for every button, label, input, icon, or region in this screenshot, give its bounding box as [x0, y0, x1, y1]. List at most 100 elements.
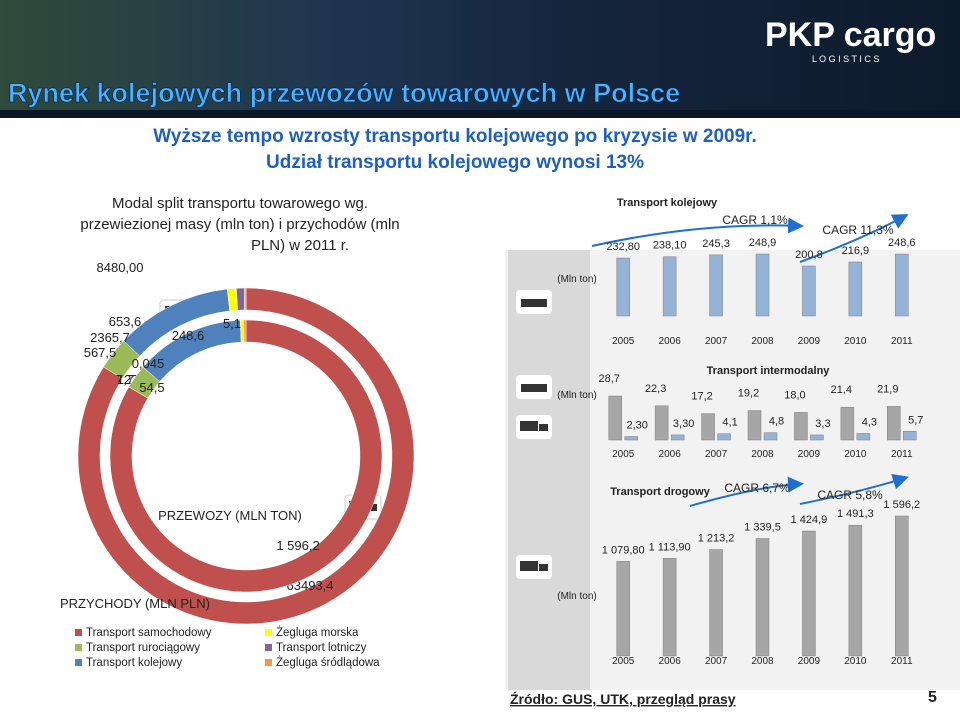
header-band	[0, 0, 960, 118]
legend-swatch	[75, 659, 82, 666]
data-label: 4,8	[769, 416, 784, 428]
bar	[608, 395, 622, 441]
data-label: 1 491,3	[837, 508, 874, 520]
x-tick-label: 2011	[891, 656, 913, 667]
legend-swatch	[265, 644, 272, 651]
data-label: 22,3	[645, 383, 666, 395]
header-edge	[0, 110, 960, 118]
x-tick-label: 2006	[659, 449, 682, 460]
x-tick-label: 2006	[659, 336, 682, 347]
bar	[887, 406, 901, 441]
data-label: 238,10	[653, 240, 687, 252]
data-label: 3,30	[673, 418, 694, 430]
logo: PKP cargo	[765, 16, 936, 54]
x-tick-label: 2005	[612, 336, 635, 347]
data-label: 248,6	[172, 328, 205, 343]
data-label: 7,7	[116, 372, 134, 387]
data-label: 1 079,80	[602, 544, 645, 556]
x-tick-label: 2007	[705, 656, 728, 667]
annotation: CAGR 5,8%	[817, 488, 883, 502]
bar	[840, 406, 855, 441]
x-tick-label: 2007	[705, 449, 728, 460]
bar	[848, 524, 863, 657]
data-label: 21,9	[877, 383, 898, 395]
data-label: 19,2	[738, 388, 759, 400]
trend-arrow	[689, 476, 804, 507]
donut-segment	[109, 319, 383, 593]
y-axis-label: (Mln ton)	[557, 390, 596, 401]
trend-arrow	[799, 473, 909, 505]
bar	[747, 410, 762, 441]
data-label: 1 339,5	[744, 522, 781, 534]
bar	[654, 405, 669, 441]
trend-arrow	[799, 214, 909, 263]
bar	[802, 265, 816, 317]
x-tick-label: 2009	[798, 449, 821, 460]
annotation: CAGR 11,3%	[822, 223, 893, 237]
chart-title: PLN) w 2011 r.	[251, 237, 349, 254]
data-label: 1 596,2	[276, 538, 319, 553]
bar	[701, 413, 715, 441]
bar	[624, 436, 638, 441]
train-icon	[516, 375, 552, 399]
x-tick-label: 2011	[891, 449, 913, 460]
train-icon	[516, 290, 552, 314]
bar	[717, 433, 731, 441]
x-tick-label: 2008	[751, 656, 774, 667]
page-number: 5	[928, 689, 937, 706]
donut-segment	[236, 287, 245, 311]
x-tick-label: 2010	[844, 449, 867, 460]
x-tick-label: 2006	[659, 656, 682, 667]
data-label: 21,4	[831, 384, 852, 396]
x-tick-label: 2008	[751, 336, 774, 347]
icon-column	[508, 250, 590, 690]
data-label: 2,30	[627, 419, 648, 431]
data-label: 5,1	[223, 316, 241, 331]
bar	[856, 433, 871, 441]
x-tick-label: 2008	[751, 449, 774, 460]
bar	[670, 434, 685, 441]
chart-title: przewiezionej masy (mln ton) i przychodó…	[80, 216, 399, 233]
x-tick-label: 2005	[612, 656, 635, 667]
data-label: 200,8	[795, 249, 823, 261]
data-label: 8480,00	[97, 260, 144, 275]
legend-label: Żegluga śródlądowa	[276, 656, 380, 669]
data-label: 2365,7	[90, 330, 130, 345]
legend-label: Transport lotniczy	[276, 642, 367, 654]
data-label: 567,5	[84, 345, 117, 360]
data-label: 28,7	[599, 373, 620, 385]
bar	[755, 253, 770, 317]
data-label: 18,0	[784, 389, 805, 401]
logo-sub: L O G I S T I C S	[812, 54, 879, 64]
data-label: 5,7	[908, 414, 923, 426]
bar	[895, 515, 909, 657]
chart-title: Transport intermodalny	[707, 365, 831, 377]
x-tick-label: 2009	[798, 656, 821, 667]
bar	[662, 558, 677, 657]
legend-label: Żegluga morska	[276, 626, 359, 639]
truck-icon	[516, 555, 552, 579]
legend-swatch	[265, 659, 272, 666]
data-label: 232,80	[606, 241, 640, 253]
x-tick-label: 2011	[891, 336, 913, 347]
annotation: CAGR 6,7%	[724, 481, 790, 495]
bar	[848, 261, 863, 317]
donut-segment	[77, 287, 415, 625]
donut-segment	[243, 319, 247, 343]
slide-title: Rynek kolejowych przewozów towarowych w …	[8, 78, 680, 108]
bar	[810, 434, 824, 441]
annotation: CAGR 1,1%	[722, 213, 788, 227]
data-label: 653,6	[109, 314, 142, 329]
data-label: 1 113,90	[649, 541, 691, 553]
donut-segment	[244, 287, 247, 311]
bar	[794, 412, 808, 441]
bar	[616, 561, 630, 657]
data-label: 1 596,2	[883, 499, 920, 511]
x-tick-label: 2010	[844, 656, 867, 667]
legend-label: Transport kolejowy	[86, 657, 182, 669]
bar	[616, 257, 630, 317]
data-label: 4,1	[722, 417, 737, 429]
chart-title: Transport kolejowy	[617, 197, 718, 209]
data-label: 3,3	[815, 418, 830, 430]
source: Źródło: GUS, UTK, przegląd prasy	[510, 691, 736, 707]
